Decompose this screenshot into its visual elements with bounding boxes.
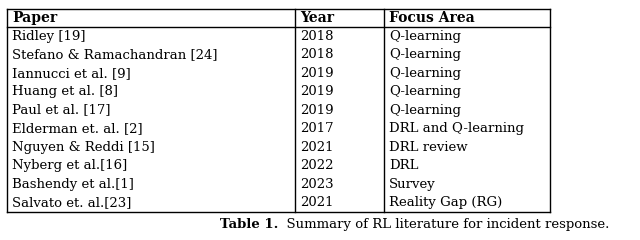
Text: Summary of RL literature for incident response.: Summary of RL literature for incident re… — [278, 218, 610, 231]
Text: Year: Year — [300, 11, 335, 25]
Text: Stefano & Ramachandran [24]: Stefano & Ramachandran [24] — [12, 48, 218, 61]
Text: 2023: 2023 — [300, 178, 334, 191]
Text: Q-learning: Q-learning — [389, 30, 461, 43]
Text: DRL: DRL — [389, 159, 419, 172]
Text: Nguyen & Reddi [15]: Nguyen & Reddi [15] — [12, 141, 156, 154]
Text: 2021: 2021 — [300, 196, 334, 209]
Text: Huang et al. [8]: Huang et al. [8] — [12, 85, 118, 98]
Text: Paper: Paper — [12, 11, 58, 25]
Text: 2017: 2017 — [300, 122, 334, 135]
Text: 2018: 2018 — [300, 48, 334, 61]
Text: Elderman et. al. [2]: Elderman et. al. [2] — [12, 122, 143, 135]
Text: Reality Gap (RG): Reality Gap (RG) — [389, 196, 502, 209]
Text: Q-learning: Q-learning — [389, 104, 461, 117]
Text: DRL review: DRL review — [389, 141, 468, 154]
Text: Ridley [19]: Ridley [19] — [12, 30, 86, 43]
Text: Bashendy et al.[1]: Bashendy et al.[1] — [12, 178, 134, 191]
Text: Q-learning: Q-learning — [389, 67, 461, 80]
Text: Paul et al. [17]: Paul et al. [17] — [12, 104, 111, 117]
Text: Survey: Survey — [389, 178, 436, 191]
Text: 2018: 2018 — [300, 30, 334, 43]
Text: Q-learning: Q-learning — [389, 48, 461, 61]
Text: Q-learning: Q-learning — [389, 85, 461, 98]
Text: 2019: 2019 — [300, 85, 334, 98]
Text: Focus Area: Focus Area — [389, 11, 475, 25]
Text: Table 1.: Table 1. — [220, 218, 278, 231]
Text: 2019: 2019 — [300, 67, 334, 80]
Text: Nyberg et al.[16]: Nyberg et al.[16] — [12, 159, 128, 172]
Text: Salvato et. al.[23]: Salvato et. al.[23] — [12, 196, 132, 209]
Text: DRL and Q-learning: DRL and Q-learning — [389, 122, 524, 135]
Text: Iannucci et al. [9]: Iannucci et al. [9] — [12, 67, 131, 80]
Text: 2019: 2019 — [300, 104, 334, 117]
Text: 2022: 2022 — [300, 159, 334, 172]
Text: 2021: 2021 — [300, 141, 334, 154]
